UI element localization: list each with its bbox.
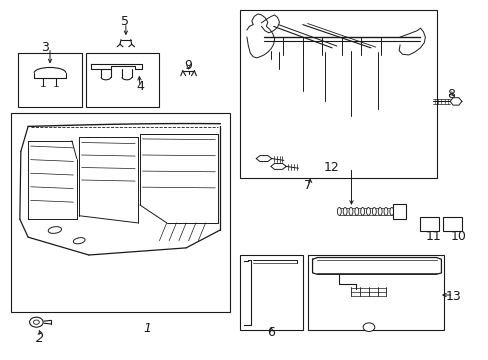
Text: 4: 4 xyxy=(136,80,143,93)
Text: 13: 13 xyxy=(445,289,461,303)
Ellipse shape xyxy=(337,207,341,215)
Ellipse shape xyxy=(343,207,346,215)
Circle shape xyxy=(30,317,43,327)
Bar xyxy=(239,10,436,178)
Bar xyxy=(11,113,229,312)
Text: 9: 9 xyxy=(184,59,192,72)
Text: 10: 10 xyxy=(449,230,466,243)
Bar xyxy=(19,53,81,107)
Text: 12: 12 xyxy=(324,161,339,174)
Bar xyxy=(442,217,461,231)
Ellipse shape xyxy=(354,207,358,215)
Text: 2: 2 xyxy=(36,333,44,346)
Bar xyxy=(392,204,406,219)
Bar xyxy=(307,255,443,330)
Circle shape xyxy=(33,320,39,324)
Ellipse shape xyxy=(360,207,364,215)
Text: 8: 8 xyxy=(446,88,454,101)
Text: 1: 1 xyxy=(143,322,151,335)
Bar xyxy=(239,255,302,330)
Ellipse shape xyxy=(372,207,375,215)
Circle shape xyxy=(363,323,374,332)
Text: 11: 11 xyxy=(425,230,440,243)
Ellipse shape xyxy=(48,227,61,233)
Ellipse shape xyxy=(383,207,387,215)
Ellipse shape xyxy=(389,207,393,215)
Ellipse shape xyxy=(348,207,352,215)
Bar xyxy=(86,53,159,107)
Ellipse shape xyxy=(366,207,370,215)
Text: 6: 6 xyxy=(267,327,275,339)
Ellipse shape xyxy=(73,238,85,244)
Ellipse shape xyxy=(377,207,381,215)
Text: 3: 3 xyxy=(41,41,49,54)
Text: 5: 5 xyxy=(121,14,129,27)
Bar xyxy=(419,217,438,231)
Text: 7: 7 xyxy=(303,179,311,192)
